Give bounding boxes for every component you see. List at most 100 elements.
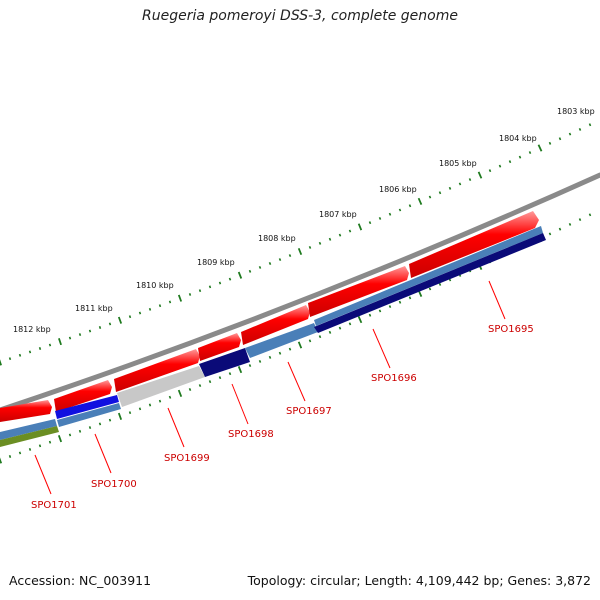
band-steelblue[interactable]: [57, 403, 121, 427]
cds-feature[interactable]: [198, 333, 241, 361]
scale-label: 1812 kbp: [13, 325, 51, 334]
minor-tick: [548, 141, 552, 145]
minor-tick: [528, 151, 532, 155]
minor-tick: [428, 195, 432, 199]
minor-tick: [398, 300, 402, 304]
gene-label-spo1695[interactable]: SPO1695: [488, 324, 534, 335]
minor-tick: [248, 364, 252, 368]
minor-tick: [568, 132, 572, 136]
band-steelblue[interactable]: [245, 323, 318, 358]
band-navy[interactable]: [314, 233, 546, 333]
cds-feature[interactable]: [54, 380, 112, 412]
minor-tick: [108, 322, 112, 326]
leader-line: [287, 361, 306, 402]
minor-tick: [378, 309, 382, 313]
major-tick: [58, 338, 62, 346]
gene-label-spo1696[interactable]: SPO1696: [371, 373, 417, 384]
minor-tick: [188, 293, 192, 296]
cds-track: [0, 211, 539, 422]
minor-tick: [508, 160, 512, 164]
minor-tick: [108, 418, 112, 422]
minor-tick: [158, 399, 162, 403]
minor-tick: [428, 287, 432, 291]
minor-tick: [128, 315, 132, 319]
minor-tick: [48, 440, 52, 444]
minor-tick: [278, 258, 282, 262]
minor-tick: [288, 254, 292, 258]
minor-tick: [308, 339, 312, 343]
leader-line: [94, 433, 112, 474]
gene-label-spo1697[interactable]: SPO1697: [286, 406, 332, 417]
scale-ticks: [0, 123, 592, 366]
minor-tick: [558, 137, 562, 141]
major-tick: [237, 366, 243, 374]
minor-tick: [338, 233, 342, 237]
gene-label-spo1698[interactable]: SPO1698: [228, 429, 274, 440]
minor-tick: [488, 169, 492, 173]
minor-tick: [198, 384, 202, 388]
minor-tick: [438, 282, 442, 286]
scale-label: 1811 kbp: [75, 304, 113, 313]
minor-tick: [398, 208, 402, 212]
minor-tick: [438, 191, 442, 195]
leader-line: [167, 407, 185, 448]
minor-tick: [138, 407, 142, 411]
major-tick: [0, 457, 3, 464]
minor-tick: [18, 451, 22, 455]
minor-tick: [578, 127, 582, 131]
band-blue[interactable]: [55, 395, 119, 419]
minor-tick: [188, 387, 192, 392]
major-tick: [357, 223, 363, 231]
minor-tick: [228, 372, 232, 376]
band-steelblue[interactable]: [314, 226, 543, 326]
scale-label: 1808 kbp: [258, 234, 296, 243]
band-steelblue[interactable]: [0, 419, 57, 440]
minor-tick: [318, 241, 322, 245]
gene-label-spo1699[interactable]: SPO1699: [164, 453, 210, 464]
inner-scale-ticks: [0, 213, 592, 464]
minor-tick: [588, 213, 592, 217]
minor-tick: [68, 336, 72, 340]
major-tick: [177, 294, 183, 302]
minor-tick: [128, 411, 132, 415]
minor-tick: [168, 395, 172, 399]
gene-label-spo1700[interactable]: SPO1700: [91, 479, 137, 490]
cds-feature[interactable]: [409, 211, 539, 278]
accession-text: Accession: NC_003911: [9, 573, 152, 588]
genome-summary-text: Topology: circular; Length: 4,109,442 bp…: [247, 573, 591, 588]
scale-label: 1803 kbp: [557, 107, 595, 116]
cds-feature[interactable]: [0, 400, 52, 422]
band-lightgray[interactable]: [117, 366, 205, 407]
gene-leaders: [34, 280, 506, 495]
minor-tick: [168, 300, 172, 304]
scale-labels: 1803 kbp 1804 kbp 1805 kbp 1806 kbp 1807…: [13, 107, 595, 334]
major-tick: [297, 341, 303, 349]
minor-tick: [78, 429, 82, 433]
minor-tick: [588, 123, 592, 127]
cds-feature[interactable]: [308, 266, 409, 317]
minor-tick: [308, 245, 312, 249]
band-olive[interactable]: [0, 426, 59, 447]
minor-tick: [68, 433, 72, 437]
cds-feature[interactable]: [114, 349, 200, 392]
minor-tick: [338, 326, 342, 330]
minor-tick: [28, 350, 32, 354]
minor-tick: [368, 221, 372, 225]
annotation-track: [0, 226, 546, 447]
gene-label-spo1701[interactable]: SPO1701: [31, 500, 77, 511]
minor-tick: [368, 313, 372, 317]
minor-tick: [88, 329, 92, 333]
minor-tick: [258, 265, 262, 269]
band-navy[interactable]: [199, 348, 250, 377]
cds-feature[interactable]: [241, 305, 310, 345]
major-tick: [237, 271, 243, 279]
major-tick: [117, 316, 123, 324]
minor-tick: [98, 422, 102, 426]
scale-label: 1810 kbp: [136, 281, 174, 290]
minor-tick: [328, 330, 332, 334]
major-tick: [177, 389, 183, 398]
minor-tick: [378, 216, 382, 220]
minor-tick: [8, 455, 12, 458]
minor-tick: [268, 355, 272, 359]
minor-tick: [568, 222, 572, 226]
